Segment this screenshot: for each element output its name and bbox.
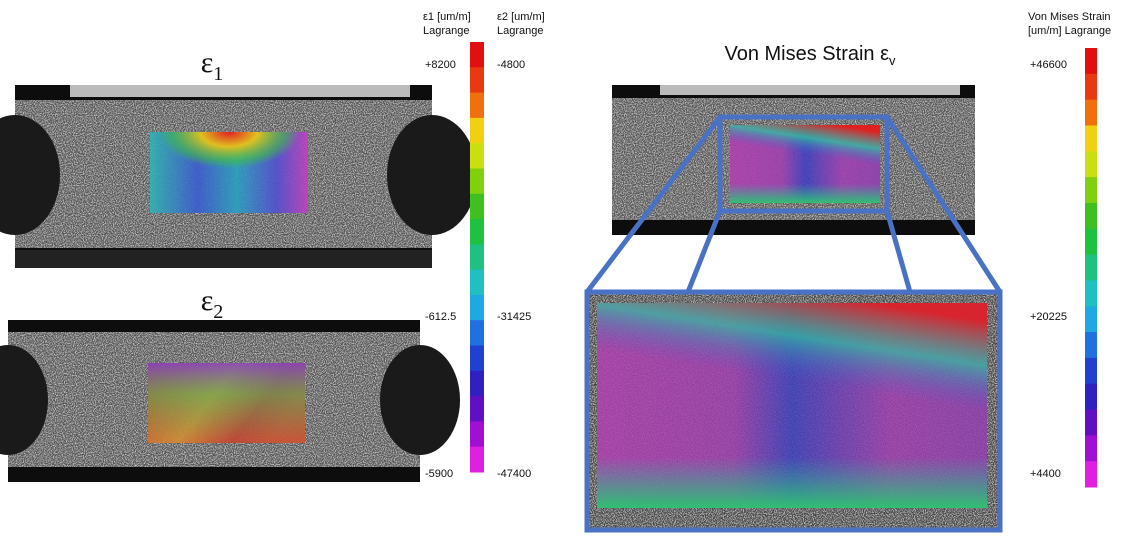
- colorbar-swatch: [1085, 177, 1097, 203]
- colorbar-label: -4800: [497, 59, 525, 71]
- page: ε1 ε2 ε1 [um/m] Lagrange ε2 [um/m] Lagra…: [0, 0, 1130, 539]
- colorbar-swatch: [470, 118, 484, 144]
- title-subscript: 1: [213, 63, 223, 85]
- colorbar-swatch: [470, 244, 484, 270]
- colorbar-swatch: [1085, 280, 1097, 306]
- strain-field-overlay: [730, 125, 880, 203]
- colorbar-header: Lagrange: [497, 25, 544, 37]
- colorbar-swatch: [470, 371, 484, 397]
- strain-field-overlay: [597, 303, 987, 508]
- colorbar-swatch: [1085, 255, 1097, 281]
- title-subscript: 2: [213, 301, 223, 323]
- title-text: Von Mises Strain ε: [724, 43, 889, 65]
- e2-image: [0, 320, 460, 482]
- vm-title: Von Mises Strain εv: [724, 43, 896, 68]
- colorbar-swatch: [470, 168, 484, 194]
- colorbar: [470, 42, 484, 473]
- colorbar-swatch: [1085, 151, 1097, 177]
- title-symbol: ε: [201, 284, 214, 317]
- colorbar-swatch: [470, 346, 484, 372]
- side-hole: [380, 345, 460, 455]
- colorbar-header: ε1 [um/m]: [423, 11, 471, 23]
- colorbar-swatch: [470, 42, 484, 68]
- e2-title: ε2: [201, 284, 224, 323]
- grip: [660, 85, 960, 95]
- colorbar-swatch: [470, 270, 484, 296]
- grip: [70, 85, 410, 97]
- colorbar-swatch: [1085, 358, 1097, 384]
- colorbar-swatch: [1085, 410, 1097, 436]
- colorbar-label: +46600: [1030, 59, 1067, 71]
- colorbar-swatch: [470, 447, 484, 473]
- colorbar-swatch: [470, 219, 484, 245]
- colorbar-swatch: [1085, 125, 1097, 151]
- colorbar-header: Lagrange: [423, 25, 470, 37]
- title-symbol: ε: [201, 46, 214, 79]
- colorbar-swatch: [470, 194, 484, 220]
- colorbar-header: [um/m] Lagrange: [1028, 25, 1111, 37]
- colorbar-swatch: [470, 93, 484, 119]
- colorbar-swatch: [470, 295, 484, 321]
- colorbar-header: ε2 [um/m]: [497, 11, 545, 23]
- colorbar-label: -31425: [497, 311, 531, 323]
- colorbar-label: -5900: [425, 468, 453, 480]
- colorbar-swatch: [1085, 306, 1097, 332]
- e1-image: [0, 85, 477, 268]
- colorbar-label: +4400: [1030, 468, 1061, 480]
- strain-field-overlay: [150, 132, 308, 213]
- colorbar-header: Von Mises Strain: [1028, 11, 1111, 23]
- strain-field-overlay: [148, 363, 305, 443]
- colorbar-swatch: [470, 143, 484, 169]
- colorbar-label: +8200: [425, 59, 456, 71]
- colorbar-label: +20225: [1030, 311, 1067, 323]
- colorbar-swatch: [470, 421, 484, 447]
- e1-title: ε1: [201, 46, 224, 85]
- colorbar-label: -47400: [497, 468, 531, 480]
- colorbar-swatch: [1085, 384, 1097, 410]
- colorbar-swatch: [1085, 229, 1097, 255]
- colorbar-swatch: [1085, 332, 1097, 358]
- colorbar-swatch: [1085, 461, 1097, 487]
- colorbar-swatch: [470, 320, 484, 346]
- colorbar-swatch: [470, 67, 484, 93]
- side-hole: [387, 115, 477, 235]
- title-subscript: v: [889, 53, 896, 68]
- colorbar-swatch: [1085, 74, 1097, 100]
- zoom-image: [587, 292, 1000, 530]
- colorbar: [1085, 48, 1097, 488]
- colorbar-swatch: [1085, 48, 1097, 74]
- colorbar-swatch: [470, 396, 484, 422]
- figure: ε1 ε2 ε1 [um/m] Lagrange ε2 [um/m] Lagra…: [0, 0, 1130, 534]
- colorbar-label: -612.5: [425, 311, 456, 323]
- colorbar-swatch: [1085, 203, 1097, 229]
- colorbar-swatch: [1085, 100, 1097, 126]
- grip: [15, 250, 432, 268]
- colorbar-swatch: [1085, 435, 1097, 461]
